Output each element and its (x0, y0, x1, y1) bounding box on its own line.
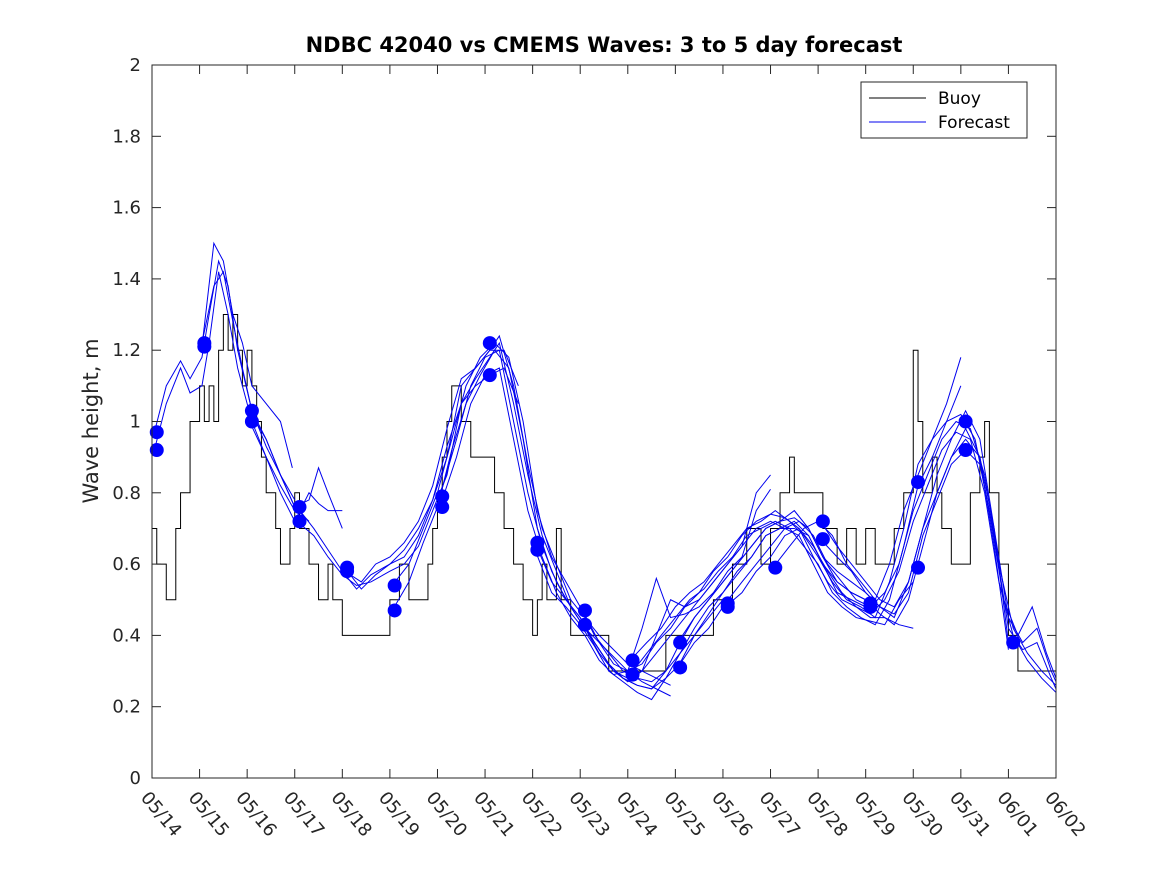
forecast-marker (292, 514, 307, 529)
forecast-marker (673, 635, 688, 650)
forecast-series-line (820, 449, 1057, 690)
legend-buoy-label: Buoy (938, 89, 981, 109)
y-tick-label: 0.8 (112, 483, 141, 504)
forecast-marker (149, 443, 164, 458)
forecast-marker (530, 542, 545, 557)
forecast-series-line (820, 438, 1057, 682)
forecast-series-line (201, 241, 293, 468)
y-axis-label: Wave height, m (79, 338, 103, 503)
forecast-marker (768, 560, 783, 575)
forecast-marker (815, 514, 830, 529)
legend: Buoy Forecast (860, 81, 1028, 139)
forecast-marker (625, 667, 640, 682)
forecast-series-line (677, 427, 1009, 668)
forecast-marker (244, 403, 259, 418)
marker-layer (149, 336, 1021, 682)
forecast-series-line (582, 520, 914, 679)
y-tick-label: 1.4 (112, 269, 141, 290)
y-tick-label: 0.4 (112, 625, 141, 646)
forecast-marker (149, 425, 164, 440)
forecast-marker (435, 489, 450, 504)
forecast-series-line (153, 259, 296, 501)
forecast-marker (673, 660, 688, 675)
forecast-marker (958, 443, 973, 458)
y-tick-label: 2 (130, 55, 141, 76)
y-tick-label: 0.2 (112, 697, 141, 718)
forecast-marker (911, 560, 926, 575)
forecast-marker (863, 599, 878, 614)
y-tick-label: 0.6 (112, 554, 141, 575)
forecast-marker (292, 500, 307, 515)
y-tick-label: 1.8 (112, 126, 141, 147)
forecast-marker (815, 532, 830, 547)
forecast-marker (958, 414, 973, 429)
forecast-marker (387, 603, 402, 618)
forecast-marker (577, 617, 592, 632)
chart-title: NDBC 42040 vs CMEMS Waves: 3 to 5 day fo… (306, 33, 903, 57)
y-tick-label: 1.2 (112, 340, 141, 361)
y-tick-label: 1 (130, 412, 141, 433)
forecast-series-line (725, 431, 1057, 693)
legend-forecast-label: Forecast (938, 113, 1010, 133)
forecast-marker (482, 368, 497, 383)
y-tick-label: 1.6 (112, 198, 141, 219)
forecast-series-line (391, 342, 724, 683)
forecast-marker (482, 336, 497, 351)
forecast-series-line (344, 334, 671, 686)
forecast-marker (625, 653, 640, 668)
forecast-marker (340, 564, 355, 579)
forecast-marker (911, 475, 926, 490)
forecast-marker (577, 603, 592, 618)
forecast-marker (720, 599, 735, 614)
forecast-marker (387, 578, 402, 593)
legend-box (860, 81, 1028, 139)
forecast-series-line (582, 513, 914, 672)
forecast-marker (197, 339, 212, 354)
y-tick-label: 0 (130, 768, 141, 789)
forecast-series-line (344, 341, 671, 697)
forecast-series-line (629, 357, 962, 661)
forecast-marker (244, 414, 259, 429)
forecast-marker (1006, 635, 1021, 650)
forecast-marker (435, 500, 450, 515)
